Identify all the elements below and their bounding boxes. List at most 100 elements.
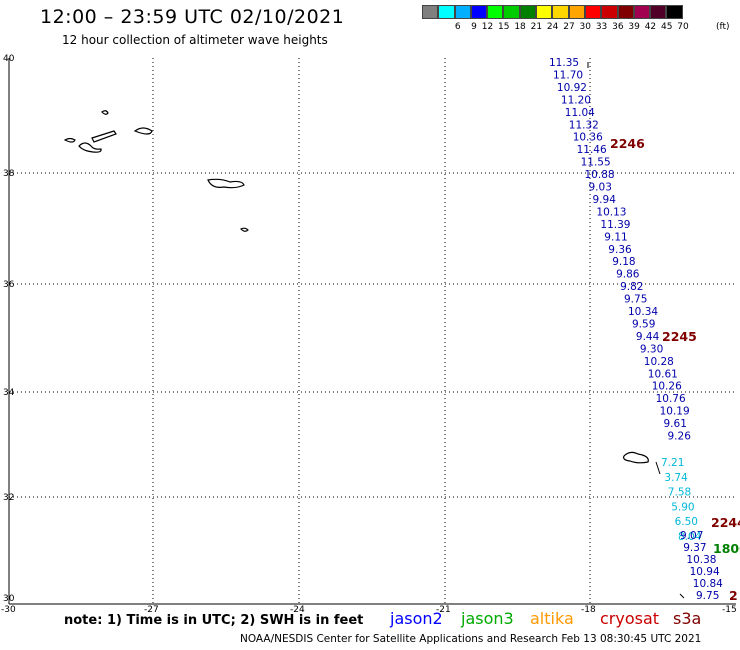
swh-value-cyan-1: 3.74 bbox=[664, 472, 688, 484]
swh-value-cyan-3: 5.90 bbox=[671, 501, 694, 513]
lon-label-21: -21 bbox=[436, 605, 451, 615]
swh-value-24: 10.28 bbox=[644, 356, 674, 368]
time-label-2: 2 bbox=[729, 588, 738, 603]
sat-label-altika: altika bbox=[530, 609, 574, 628]
swh-value-5: 11.32 bbox=[569, 119, 599, 131]
legend-label-11: 36 bbox=[612, 22, 624, 32]
swh-value-18: 9.82 bbox=[620, 281, 643, 293]
footer-note: note: 1) Time is in UTC; 2) SWH is in fe… bbox=[64, 613, 364, 628]
track-ticks bbox=[587, 62, 685, 599]
legend-swatch-4 bbox=[487, 5, 504, 19]
swh-value-1: 11.70 bbox=[553, 70, 583, 82]
legend-swatch-13 bbox=[633, 5, 651, 19]
legend-label-9: 30 bbox=[579, 22, 591, 32]
swh-value-lower-2: 10.38 bbox=[686, 554, 716, 566]
legend-swatch-7 bbox=[536, 5, 553, 19]
lon-label-24: -24 bbox=[290, 605, 305, 615]
legend-swatch-5 bbox=[503, 5, 520, 19]
swh-value-28: 10.19 bbox=[660, 406, 690, 418]
swh-value-cyan-5: 8.04 bbox=[678, 531, 702, 543]
legend-label-15: 70 bbox=[677, 22, 689, 32]
swh-value-3: 11.20 bbox=[561, 94, 591, 106]
lat-label-38: 38 bbox=[3, 169, 15, 179]
lat-label-36: 36 bbox=[3, 280, 15, 290]
legend-label-1: 6 bbox=[454, 22, 461, 32]
lat-label-30: 30 bbox=[3, 594, 15, 604]
time-label-1800: 1800 bbox=[713, 541, 740, 556]
swh-value-29: 9.61 bbox=[664, 418, 687, 430]
legend-label-8: 27 bbox=[563, 22, 575, 32]
legend-swatch-12 bbox=[617, 5, 634, 19]
swh-value-8: 11.55 bbox=[581, 157, 611, 169]
sat-label-jason3: jason3 bbox=[461, 609, 514, 628]
map-title: 12:00 – 23:59 UTC 02/10/2021 bbox=[40, 6, 345, 28]
swh-value-cyan-2: 7.58 bbox=[668, 487, 691, 499]
sat-label-jason2: jason2 bbox=[390, 609, 443, 628]
legend-units: (ft) bbox=[716, 22, 730, 32]
coastlines bbox=[63, 110, 649, 464]
swh-value-7: 11.46 bbox=[577, 144, 607, 156]
swh-value-30: 9.26 bbox=[668, 431, 692, 443]
legend-label-13: 42 bbox=[644, 22, 657, 32]
legend-swatch-14 bbox=[650, 5, 667, 19]
swh-value-0: 11.35 bbox=[549, 57, 579, 69]
legend-label-4: 15 bbox=[498, 22, 510, 32]
lat-label-32: 32 bbox=[3, 493, 14, 503]
swh-value-23: 9.30 bbox=[640, 343, 663, 355]
swh-value-12: 10.13 bbox=[596, 206, 626, 218]
legend-label-2: 9 bbox=[471, 22, 477, 32]
swh-value-cyan-4: 6.50 bbox=[675, 516, 698, 528]
legend-swatch-8 bbox=[552, 5, 569, 19]
swh-value-26: 10.26 bbox=[652, 381, 682, 393]
swh-value-lower-4: 10.84 bbox=[693, 578, 723, 590]
swh-value-27: 10.76 bbox=[656, 393, 686, 405]
swh-value-15: 9.36 bbox=[608, 244, 632, 256]
legend-label-3: 12 bbox=[481, 22, 494, 32]
legend-swatch-11 bbox=[601, 5, 618, 19]
swh-value-lower-1: 9.37 bbox=[683, 542, 706, 554]
legend-swatch-1 bbox=[438, 5, 455, 19]
map-subtitle: 12 hour collection of altimeter wave hei… bbox=[62, 33, 328, 47]
lon-label-15: -15 bbox=[722, 605, 737, 615]
swh-value-19: 9.75 bbox=[624, 294, 647, 306]
legend-label-7: 24 bbox=[546, 22, 559, 32]
swh-values: 11.3511.7010.9211.2011.0411.3210.3611.46… bbox=[549, 57, 723, 602]
time-label-2246: 2246 bbox=[610, 136, 645, 151]
swh-value-22: 9.44 bbox=[636, 331, 660, 343]
lon-gridlines bbox=[152, 58, 591, 604]
swh-value-4: 11.04 bbox=[565, 107, 595, 119]
swh-value-25: 10.61 bbox=[648, 368, 678, 380]
time-label-2244: 2244 bbox=[711, 515, 740, 530]
swh-value-lower-5: 9.75 bbox=[696, 590, 719, 602]
legend-label-14: 45 bbox=[661, 22, 673, 32]
lon-label-27: -27 bbox=[144, 605, 159, 615]
legend-swatch-15 bbox=[666, 5, 683, 19]
legend-label-6: 21 bbox=[530, 22, 543, 32]
swh-value-lower-0: 9.07 bbox=[680, 530, 703, 542]
sat-label-cryosat: cryosat bbox=[600, 609, 660, 628]
swh-value-10: 9.03 bbox=[589, 182, 612, 194]
swh-value-17: 9.86 bbox=[616, 269, 640, 281]
legend-swatch-3 bbox=[470, 5, 488, 19]
swh-value-cyan-0: 7.21 bbox=[661, 457, 684, 469]
swh-value-2: 10.92 bbox=[557, 82, 587, 94]
legend-swatch-10 bbox=[584, 5, 602, 19]
swh-value-20: 10.34 bbox=[628, 306, 658, 318]
time-label-2245: 2245 bbox=[662, 329, 697, 344]
lon-label-30: -30 bbox=[1, 605, 16, 615]
lat-label-40: 40 bbox=[3, 54, 15, 64]
legend-swatch-0 bbox=[422, 5, 439, 19]
swh-value-lower-3: 10.94 bbox=[690, 566, 720, 578]
legend-label-5: 18 bbox=[514, 22, 526, 32]
swh-value-21: 9.59 bbox=[632, 318, 655, 330]
lat-label-34: 34 bbox=[3, 388, 15, 398]
lon-label-18: -18 bbox=[581, 605, 596, 615]
color-legend bbox=[422, 5, 683, 19]
legend-swatch-6 bbox=[519, 5, 537, 19]
legend-swatch-2 bbox=[454, 5, 471, 19]
swh-value-9: 10.88 bbox=[585, 169, 615, 181]
legend-swatch-9 bbox=[568, 5, 585, 19]
sat-label-s3a: s3a bbox=[673, 609, 702, 628]
swh-value-16: 9.18 bbox=[612, 256, 635, 268]
